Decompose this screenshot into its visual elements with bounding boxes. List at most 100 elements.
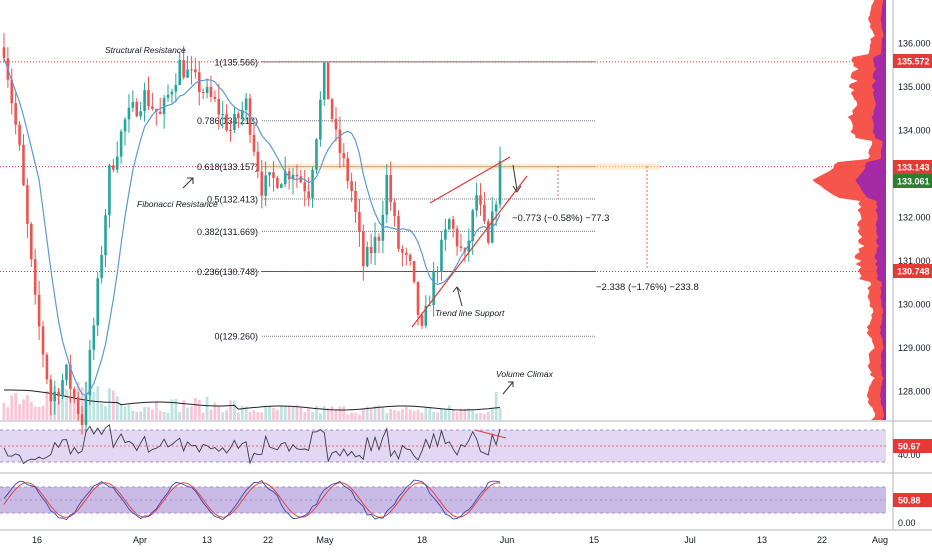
candle-body[interactable] [100,255,103,279]
candle-body[interactable] [182,60,185,78]
candle-body[interactable] [147,89,150,107]
candle-body[interactable] [322,62,326,100]
candle-body[interactable] [319,99,322,140]
candle-body[interactable] [459,246,463,248]
candle-body[interactable] [123,119,127,132]
candle-body[interactable] [444,229,447,240]
candle-body[interactable] [354,191,357,212]
candle-body[interactable] [252,134,256,152]
candle-body[interactable] [166,94,170,98]
candle-body[interactable] [303,182,307,192]
candle-body[interactable] [158,111,162,114]
candle-body[interactable] [326,62,330,100]
candle-body[interactable] [350,181,353,192]
candle-body[interactable] [447,219,451,230]
candle-body[interactable] [420,314,424,326]
candle-body[interactable] [69,364,72,389]
candle-body[interactable] [143,89,146,112]
candle-body[interactable] [115,156,119,170]
candle-body[interactable] [342,153,346,159]
candle-body[interactable] [369,246,373,254]
drawings[interactable] [182,156,648,395]
candle-body[interactable] [213,96,217,100]
candle-body[interactable] [377,236,381,241]
candle-body[interactable] [135,101,139,117]
candle-body[interactable] [362,231,365,267]
trendline-support[interactable] [411,175,528,328]
candles[interactable] [2,33,502,435]
candle-body[interactable] [487,221,490,243]
candle-body[interactable] [221,114,225,116]
candle-body[interactable] [404,252,408,255]
candle-body[interactable] [237,113,240,119]
candle-body[interactable] [264,175,267,196]
candle-body[interactable] [22,144,25,186]
candle-body[interactable] [416,281,420,315]
candle-body[interactable] [299,176,303,183]
candle-body[interactable] [53,391,57,402]
candle-body[interactable] [225,114,228,131]
candle-body[interactable] [244,98,248,110]
candle-body[interactable] [240,109,244,119]
candle-body[interactable] [190,69,193,71]
candle-body[interactable] [92,325,96,350]
candle-body[interactable] [186,69,189,78]
candle-body[interactable] [201,91,205,94]
candle-body[interactable] [49,379,53,402]
candle-body[interactable] [33,259,37,295]
candle-body[interactable] [397,216,400,249]
time-axis[interactable]: 16 Apr 13 22 May 18 Jun 15 Jul 13 22 Aug [32,535,888,545]
candle-body[interactable] [233,113,236,131]
candle-body[interactable] [65,364,68,380]
candle-body[interactable] [174,84,178,92]
candle-body[interactable] [178,60,182,85]
candle-body[interactable] [365,246,369,267]
candle-body[interactable] [76,397,80,415]
candle-body[interactable] [29,223,33,260]
candle-body[interactable] [61,379,64,397]
candle-body[interactable] [170,91,174,95]
candle-body[interactable] [139,111,142,117]
candle-body[interactable] [26,185,29,224]
candle-body[interactable] [18,124,21,145]
candle-body[interactable] [131,101,135,108]
price-axis[interactable]: 136.000135.000134.000133.000132.000131.0… [898,39,931,529]
candle-body[interactable] [272,172,275,178]
candle-body[interactable] [205,86,209,94]
candle-body[interactable] [41,326,45,355]
candle-body[interactable] [432,271,435,306]
candle-body[interactable] [96,278,100,326]
candle-body[interactable] [385,174,389,215]
candle-body[interactable] [412,260,416,282]
main-panel[interactable] [0,0,893,420]
candle-body[interactable] [45,354,49,380]
candle-body[interactable] [498,161,502,205]
candle-body[interactable] [194,69,197,73]
candle-body[interactable] [334,118,338,130]
candle-body[interactable] [373,236,377,254]
candle-body[interactable] [119,131,123,157]
candle-body[interactable] [2,47,6,59]
candle-body[interactable] [260,171,264,196]
candle-body[interactable] [471,210,475,241]
candle-body[interactable] [14,103,17,125]
candle-body[interactable] [291,174,295,180]
candle-body[interactable] [80,414,84,426]
candle-body[interactable] [455,228,459,247]
candle-body[interactable] [209,86,213,97]
candle-body[interactable] [127,107,131,120]
candle-body[interactable] [151,106,154,109]
candle-body[interactable] [217,99,221,115]
candle-body[interactable] [401,248,404,253]
candle-body[interactable] [436,271,439,273]
candle-body[interactable] [57,391,60,397]
candle-body[interactable] [338,129,342,154]
candle-body[interactable] [197,72,201,92]
candle-body[interactable] [229,130,232,132]
candle-body[interactable] [408,254,412,261]
candle-body[interactable] [440,239,443,272]
candle-body[interactable] [494,204,498,212]
candle-body[interactable] [346,158,350,182]
candle-body[interactable] [72,388,76,398]
